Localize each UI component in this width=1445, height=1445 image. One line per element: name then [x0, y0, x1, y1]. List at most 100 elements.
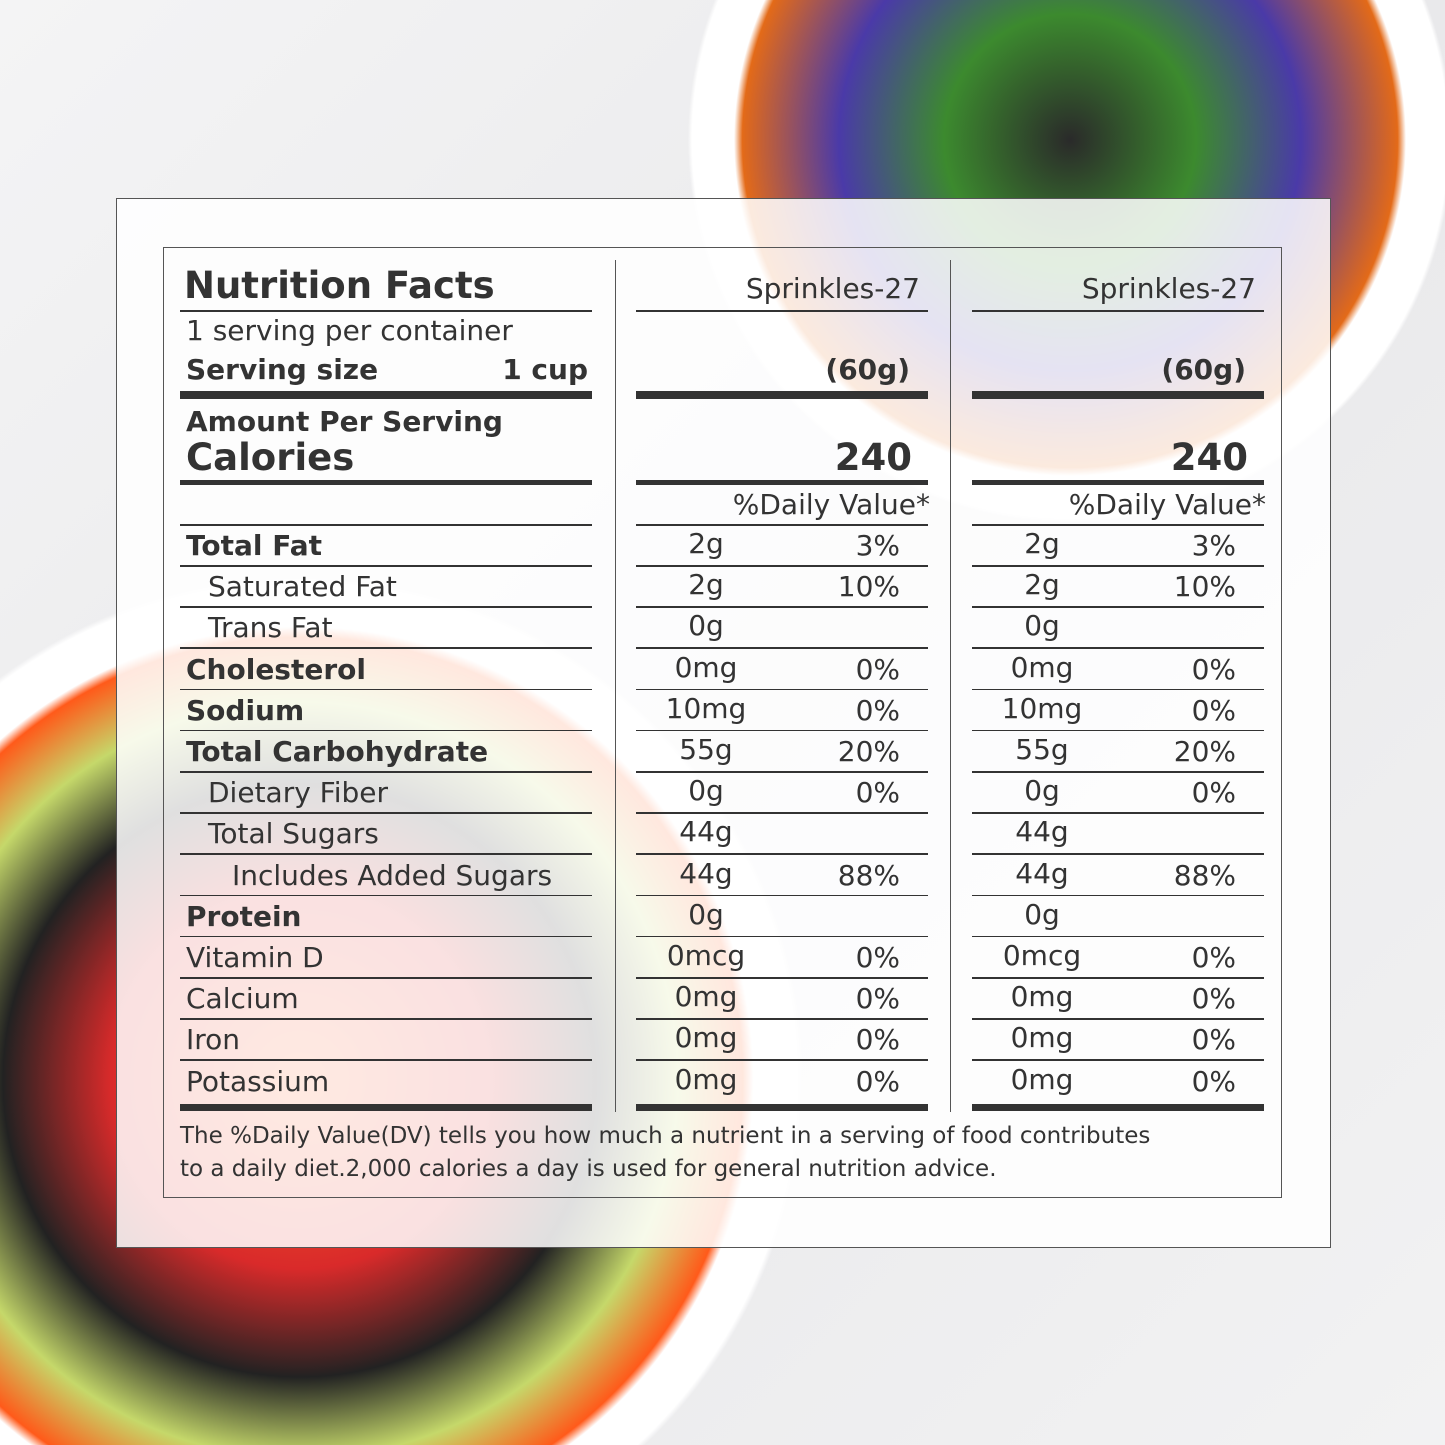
footnote-line-1: The %Daily Value(DV) tells you how much …: [180, 1123, 1151, 1149]
column-separator: [615, 260, 616, 1112]
divider: [180, 977, 592, 979]
amount-iron: 0mg: [1010, 1021, 1074, 1055]
daily-value-sodium: 0%: [855, 693, 900, 727]
daily-value-includes-added-sugars: 88%: [837, 858, 900, 892]
thick-divider: [636, 391, 928, 399]
amount-potassium: 0mg: [1010, 1062, 1074, 1096]
daily-value-iron: 0%: [855, 1023, 900, 1057]
label-title: Nutrition Facts: [184, 264, 495, 307]
serving-size-value: 1 cup: [502, 353, 588, 386]
divider: [972, 729, 1264, 732]
amount-trans-fat: 0g: [688, 609, 724, 643]
divider: [972, 1059, 1264, 1061]
divider: [636, 935, 928, 938]
amount-total-carbohydrate: 55g: [1015, 733, 1069, 766]
amount-iron: 0mg: [674, 1021, 738, 1055]
nutrient-cholesterol: Cholesterol: [186, 652, 366, 686]
divider: [636, 647, 928, 649]
amount-total-sugars: 44g: [679, 815, 733, 849]
nutrition-label-frame: [163, 247, 1282, 1198]
thick-divider: [972, 480, 1264, 485]
amount-per-serving: Amount Per Serving: [186, 405, 503, 438]
amount-total-fat: 2g: [1024, 527, 1060, 560]
amount-saturated-fat: 2g: [1024, 568, 1060, 602]
thick-divider: [636, 480, 928, 485]
amount-total-carbohydrate: 55g: [679, 733, 733, 766]
divider: [972, 771, 1264, 773]
amount-includes-added-sugars: 44g: [679, 856, 733, 890]
divider: [636, 688, 928, 691]
amount-vitamin-d: 0mcg: [666, 939, 746, 972]
amount-dietary-fiber: 0g: [688, 774, 724, 808]
amount-calcium: 0mg: [1010, 980, 1074, 1014]
divider: [180, 812, 592, 814]
divider: [972, 1018, 1264, 1020]
daily-value-total-fat: 3%: [1191, 529, 1236, 562]
serving-weight: (60g): [825, 353, 910, 386]
daily-value-dietary-fiber: 0%: [855, 776, 900, 810]
divider: [972, 812, 1264, 814]
nutrient-sodium: Sodium: [186, 693, 305, 727]
daily-value-header: %Daily Value*: [1068, 488, 1266, 521]
nutrient-calcium: Calcium: [186, 982, 299, 1016]
daily-value-header: %Daily Value*: [732, 488, 930, 521]
amount-total-fat: 2g: [688, 527, 724, 560]
divider: [636, 812, 928, 814]
divider: [180, 1059, 592, 1061]
amount-cholesterol: 0mg: [1010, 650, 1074, 684]
divider: [180, 647, 592, 649]
divider: [180, 1018, 592, 1020]
serving-weight: (60g): [1161, 353, 1246, 386]
divider: [972, 894, 1264, 897]
nutrient-vitamin-d: Vitamin D: [186, 941, 324, 974]
amount-sodium: 10mg: [665, 691, 747, 725]
product-name: Sprinkles-27: [745, 272, 920, 305]
footnote-line-2: to a daily diet.2,000 calories a day is …: [180, 1156, 997, 1182]
thick-divider: [972, 391, 1264, 399]
daily-value-cholesterol: 0%: [855, 652, 900, 686]
daily-value-total-carbohydrate: 20%: [1173, 735, 1236, 768]
divider: [636, 524, 928, 526]
nutrient-saturated-fat: Saturated Fat: [208, 570, 397, 604]
thick-divider: [180, 391, 592, 399]
amount-saturated-fat: 2g: [688, 568, 724, 602]
nutrient-total-carbohydrate: Total Carbohydrate: [186, 735, 489, 768]
amount-dietary-fiber: 0g: [1024, 774, 1060, 808]
divider: [972, 565, 1264, 567]
divider: [180, 606, 592, 608]
amount-protein: 0g: [688, 897, 724, 931]
amount-potassium: 0mg: [674, 1062, 738, 1096]
amount-cholesterol: 0mg: [674, 650, 738, 684]
divider: [636, 565, 928, 567]
serving-size-label: Serving size: [186, 353, 379, 386]
calories-value: 240: [1170, 436, 1248, 479]
product-name: Sprinkles-27: [1081, 272, 1256, 305]
amount-total-sugars: 44g: [1015, 815, 1069, 849]
divider: [972, 606, 1264, 608]
thick-divider: [972, 1104, 1264, 1111]
nutrient-total-fat: Total Fat: [186, 529, 323, 562]
divider: [180, 935, 592, 938]
daily-value-total-carbohydrate: 20%: [837, 735, 900, 768]
daily-value-calcium: 0%: [855, 982, 900, 1016]
divider: [636, 729, 928, 732]
divider: [636, 894, 928, 897]
divider: [972, 935, 1264, 938]
divider: [972, 647, 1264, 649]
divider: [180, 688, 592, 691]
nutrient-potassium: Potassium: [186, 1064, 330, 1098]
divider: [972, 853, 1264, 855]
thick-divider: [180, 480, 592, 485]
divider: [972, 524, 1264, 526]
nutrient-trans-fat: Trans Fat: [208, 611, 333, 645]
divider: [180, 524, 592, 526]
divider: [972, 310, 1264, 312]
divider: [972, 688, 1264, 691]
divider: [636, 310, 928, 312]
daily-value-total-fat: 3%: [855, 529, 900, 562]
divider: [636, 1018, 928, 1020]
calories-value: 240: [834, 436, 912, 479]
nutrient-includes-added-sugars: Includes Added Sugars: [232, 858, 553, 892]
nutrient-total-sugars: Total Sugars: [208, 817, 379, 851]
daily-value-vitamin-d: 0%: [855, 941, 900, 974]
